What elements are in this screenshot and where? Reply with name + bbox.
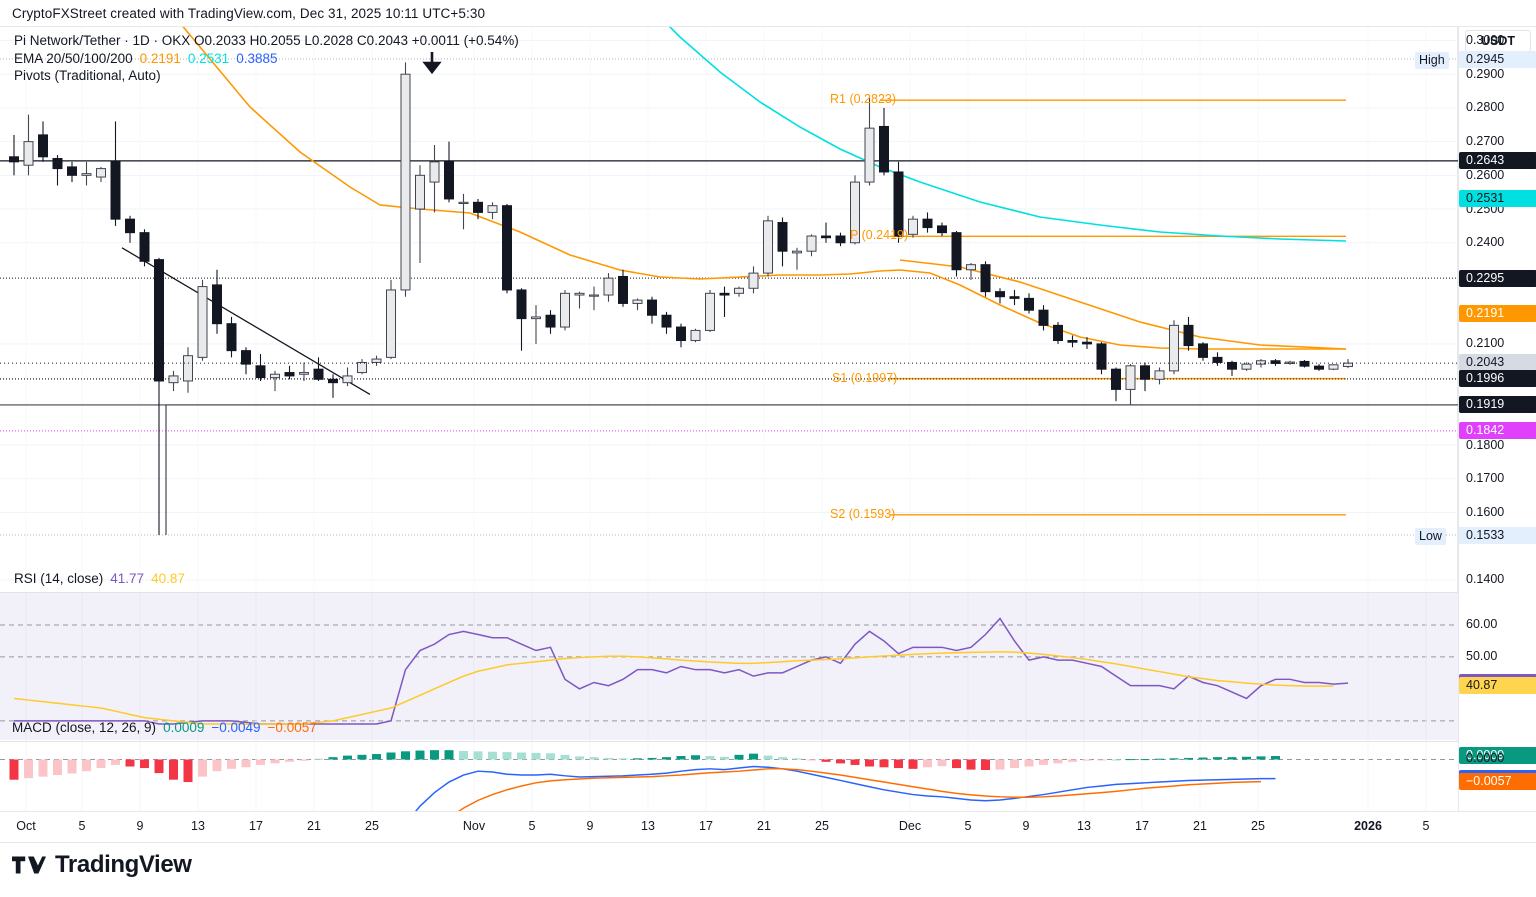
macd-pane[interactable] — [0, 741, 1458, 812]
time-tick-label: 17 — [699, 819, 713, 833]
pivot-label-r1: R1 (0.2823) — [830, 92, 897, 107]
macd-signal-value: −0.0057 — [267, 720, 317, 735]
rsi-pane[interactable] — [0, 592, 1458, 740]
ema20-value: 0.2191 — [139, 50, 181, 66]
time-tick-label: 5 — [78, 819, 86, 833]
time-tick-label: 25 — [365, 819, 379, 833]
price-tick: 0.1400 — [1466, 572, 1505, 587]
rsi-value: 41.77 — [110, 571, 145, 586]
price-chart-svg — [0, 27, 1458, 590]
pivot-label-p: P (0.2419) — [850, 228, 909, 243]
symbol-ohlc-row[interactable]: Pi Network/Tether · 1D · OKX O0.2033 H0.… — [14, 33, 519, 48]
price-badge[interactable]: 0.1842 — [1459, 422, 1536, 440]
price-side-tag: Low — [1415, 527, 1446, 545]
time-tick-label: 13 — [191, 819, 205, 833]
price-tick: 0.2700 — [1466, 134, 1505, 149]
macd-hist-value: 0.0009 — [163, 720, 205, 735]
macd-line-value: −0.0049 — [211, 720, 261, 735]
price-legend: Pi Network/Tether · 1D · OKX O0.2033 H0.… — [14, 32, 519, 85]
time-tick-label: Oct — [16, 819, 36, 833]
time-tick-label: 9 — [1022, 819, 1030, 833]
rsi-chart-svg — [0, 593, 1458, 740]
price-tick: 0.3000 — [1466, 32, 1505, 47]
price-pane[interactable] — [0, 27, 1458, 590]
rsi-legend[interactable]: RSI (14, close) 41.77 40.87 — [14, 571, 185, 586]
time-tick-label: 25 — [1251, 819, 1265, 833]
time-tick-label: 17 — [249, 819, 263, 833]
time-tick-label: 9 — [136, 819, 144, 833]
ema-title: EMA 20/50/100/200 — [14, 50, 133, 66]
time-tick-label: 5 — [1422, 819, 1430, 833]
time-tick-label: 5 — [964, 819, 972, 833]
rsi-value-badge[interactable]: 40.87 — [1459, 677, 1536, 695]
rsi-tick: 60.00 — [1466, 616, 1498, 631]
tradingview-wordmark: TradingView — [55, 851, 192, 878]
rsi-title: RSI (14, close) — [14, 571, 104, 586]
time-tick-label: Dec — [898, 819, 922, 833]
time-tick-label: 21 — [1193, 819, 1207, 833]
footer-branding: TradingView — [12, 851, 192, 879]
macd-legend[interactable]: MACD (close, 12, 26, 9) 0.0009 −0.0049 −0.0… — [12, 720, 317, 735]
price-tick: 0.2100 — [1466, 336, 1505, 351]
macd-title: MACD (close, 12, 26, 9) — [12, 720, 157, 735]
time-tick-label: 17 — [1135, 819, 1149, 833]
chart-area[interactable]: R1 (0.2823) P (0.2419) S1 (0.1997) S2 (0.15… — [0, 26, 1458, 812]
macd-zero-tick: 0.0000 — [1466, 751, 1505, 766]
time-tick-label: 21 — [307, 819, 321, 833]
tradingview-logo-icon — [12, 856, 46, 874]
ema-row[interactable]: EMA 20/50/100/200 0.2191 0.2531 0.3885 — [14, 50, 519, 68]
price-badge[interactable]: 0.2643 — [1459, 152, 1536, 170]
price-badge[interactable]: 0.2531 — [1459, 190, 1536, 208]
down-arrow-marker — [421, 51, 443, 80]
pivots-title[interactable]: Pivots (Traditional, Auto) — [14, 68, 161, 83]
time-tick-label: 9 — [586, 819, 594, 833]
macd-value-badge[interactable]: −0.0057 — [1459, 772, 1536, 790]
time-tick-label: 21 — [757, 819, 771, 833]
time-tick-label: 25 — [815, 819, 829, 833]
macd-chart-svg — [0, 742, 1458, 812]
time-tick-label: 2026 — [1354, 819, 1382, 833]
rsi-ma-value: 40.87 — [151, 571, 185, 586]
pivot-label-s2: S2 (0.1593) — [830, 506, 896, 521]
price-badge[interactable]: 0.1996 — [1459, 370, 1536, 388]
time-tick-label: Nov — [462, 819, 486, 833]
ema100-value: 0.3885 — [236, 50, 278, 66]
ema50-value: 0.2531 — [187, 50, 230, 66]
price-tick: 0.2400 — [1466, 235, 1505, 250]
price-badge[interactable]: 0.1919 — [1459, 396, 1536, 414]
price-badge[interactable]: 0.1533 — [1459, 526, 1536, 544]
attribution-text: CryptoFXStreet created with TradingView.… — [12, 6, 486, 21]
pivot-label-s1: S1 (0.1997) — [832, 370, 898, 385]
time-axis[interactable]: Oct 5 9 13 17 21 25 Nov 5 9 13 17 21 25 Dec 5 9 13 17 21 25 2… — [0, 811, 1536, 843]
time-tick-label: 13 — [641, 819, 655, 833]
price-tick: 0.1700 — [1466, 471, 1505, 486]
price-badge[interactable]: 0.2191 — [1459, 304, 1536, 322]
price-scale[interactable]: USDT 0.3000 0.2900 0.2800 0.2700 0.2600 0.250… — [1415, 26, 1536, 811]
price-tick: 0.1800 — [1466, 437, 1505, 452]
price-badge[interactable]: 0.2295 — [1459, 269, 1536, 287]
price-tick: 0.1600 — [1466, 504, 1505, 519]
macd-value-badge[interactable]: 0.0009 — [1459, 746, 1536, 764]
price-side-tag: High — [1415, 51, 1449, 69]
time-tick-label: 13 — [1077, 819, 1091, 833]
price-badge[interactable]: 0.2945 — [1459, 50, 1536, 68]
price-tick: 0.2900 — [1466, 66, 1505, 81]
price-tick: 0.2800 — [1466, 100, 1505, 115]
time-tick-label: 5 — [528, 819, 536, 833]
rsi-tick: 50.00 — [1466, 648, 1498, 663]
price-tick: 0.2600 — [1466, 167, 1505, 182]
